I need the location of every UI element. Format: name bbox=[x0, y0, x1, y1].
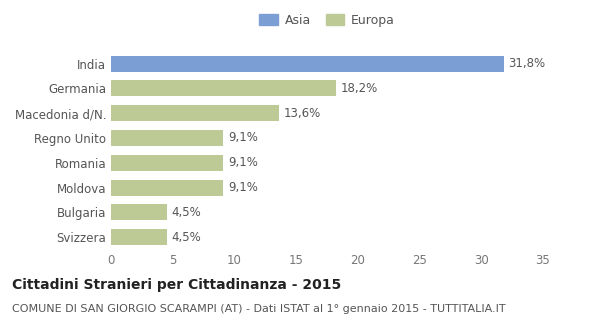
Bar bbox=[111, 204, 167, 220]
Text: 9,1%: 9,1% bbox=[228, 132, 258, 145]
Bar bbox=[111, 56, 503, 72]
Text: 4,5%: 4,5% bbox=[172, 206, 201, 219]
Legend: Asia, Europa: Asia, Europa bbox=[259, 14, 395, 27]
Text: 9,1%: 9,1% bbox=[228, 156, 258, 169]
Text: 13,6%: 13,6% bbox=[284, 107, 321, 120]
Bar bbox=[111, 80, 335, 96]
Bar bbox=[111, 229, 167, 245]
Bar bbox=[111, 130, 223, 146]
Bar bbox=[111, 105, 279, 121]
Text: 9,1%: 9,1% bbox=[228, 181, 258, 194]
Text: 18,2%: 18,2% bbox=[341, 82, 378, 95]
Text: 31,8%: 31,8% bbox=[508, 57, 545, 70]
Text: COMUNE DI SAN GIORGIO SCARAMPI (AT) - Dati ISTAT al 1° gennaio 2015 - TUTTITALIA: COMUNE DI SAN GIORGIO SCARAMPI (AT) - Da… bbox=[12, 304, 506, 314]
Text: 4,5%: 4,5% bbox=[172, 231, 201, 244]
Bar bbox=[111, 155, 223, 171]
Text: Cittadini Stranieri per Cittadinanza - 2015: Cittadini Stranieri per Cittadinanza - 2… bbox=[12, 278, 341, 292]
Bar bbox=[111, 180, 223, 196]
